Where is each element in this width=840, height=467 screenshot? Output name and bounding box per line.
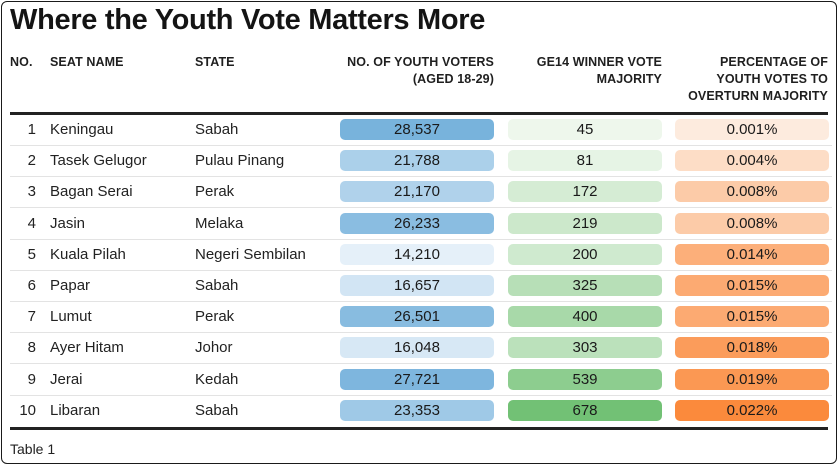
row-number: 10 <box>19 401 36 419</box>
header-youth-voters: NO. OF YOUTH VOTERS (AGED 18-29) <box>310 54 494 88</box>
row-divider <box>10 238 832 240</box>
state-name: Perak <box>195 308 235 326</box>
row-divider <box>10 363 832 365</box>
row-divider <box>10 394 832 396</box>
majority-cell: 172 <box>508 181 662 203</box>
state-name: Sabah <box>195 121 239 138</box>
seat-name: Tasek Gelugor <box>50 152 147 170</box>
youth-voters-cell: 26,501 <box>340 306 494 328</box>
page-title: Where the Youth Vote Matters More <box>10 4 486 36</box>
youth-voters-cell: 23,353 <box>340 399 494 421</box>
header-seat-name: SEAT NAME <box>50 55 124 69</box>
majority-cell: 81 <box>508 150 662 172</box>
percentage-cell: 0.014% <box>675 243 829 265</box>
state-name: Kedah <box>195 370 239 388</box>
state-name: Sabah <box>195 277 239 294</box>
majority-cell: 539 <box>508 368 662 390</box>
seat-name: Kuala Pilah <box>50 245 126 263</box>
majority-cell: 200 <box>508 243 662 265</box>
percentage-cell: 0.004% <box>675 150 829 172</box>
youth-voters-cell: 21,170 <box>340 181 494 203</box>
majority-cell: 45 <box>508 119 662 140</box>
row-divider <box>10 301 832 302</box>
row-number: 5 <box>27 245 36 263</box>
row-number: 1 <box>27 121 36 138</box>
row-number: 9 <box>27 370 36 388</box>
majority-cell: 325 <box>508 275 662 296</box>
percentage-cell: 0.022% <box>675 399 829 421</box>
state-name: Perak <box>195 183 235 201</box>
state-name: Negeri Sembilan <box>195 245 306 263</box>
header-youth-voters-line2: (AGED 18-29) <box>412 72 494 86</box>
footer-rule <box>10 427 828 430</box>
row-divider <box>10 207 832 209</box>
table-caption: Table 1 <box>10 441 56 457</box>
row-number: 7 <box>27 308 36 326</box>
percentage-cell: 0.015% <box>675 306 829 328</box>
youth-voters-cell: 26,233 <box>340 212 494 234</box>
youth-voters-cell: 14,210 <box>340 243 494 265</box>
seat-name: Papar <box>50 277 91 294</box>
state-name: Melaka <box>195 214 244 232</box>
majority-cell: 303 <box>508 337 662 359</box>
seat-name: Libaran <box>50 401 101 419</box>
row-divider <box>10 269 832 271</box>
row-number: 8 <box>27 339 36 357</box>
state-name: Johor <box>195 339 233 357</box>
percentage-cell: 0.015% <box>675 275 829 296</box>
seat-name: Lumut <box>50 308 92 326</box>
row-number: 3 <box>27 183 36 201</box>
seat-name: Bagan Serai <box>50 183 133 201</box>
youth-voters-cell: 28,537 <box>340 119 494 140</box>
header-percentage: PERCENTAGE OF YOUTH VOTES TO OVERTURN MA… <box>660 54 828 105</box>
state-name: Pulau Pinang <box>195 152 285 170</box>
header-winner-majority-line1: GE14 WINNER VOTE <box>536 55 662 69</box>
header-no: NO. <box>10 55 33 69</box>
majority-cell: 219 <box>508 212 662 234</box>
seat-name: Jerai <box>50 370 83 388</box>
header-winner-majority: GE14 WINNER VOTE MAJORITY <box>500 54 662 88</box>
row-number: 2 <box>27 152 36 170</box>
percentage-cell: 0.019% <box>675 368 829 390</box>
header-state: STATE <box>195 55 235 69</box>
header-youth-voters-line1: NO. OF YOUTH VOTERS <box>347 55 494 69</box>
header-percentage-line1: PERCENTAGE OF <box>719 55 828 69</box>
row-divider <box>10 176 832 178</box>
seat-name: Jasin <box>50 214 86 232</box>
header-winner-majority-line2: MAJORITY <box>596 72 662 86</box>
header-percentage-line3: OVERTURN MAJORITY <box>688 89 828 103</box>
youth-voters-cell: 16,657 <box>340 275 494 296</box>
seat-name: Keningau <box>50 121 114 138</box>
majority-cell: 400 <box>508 306 662 328</box>
youth-voters-cell: 16,048 <box>340 337 494 359</box>
row-divider <box>10 145 832 146</box>
header-rule <box>10 112 828 115</box>
row-divider <box>10 332 832 334</box>
row-number: 6 <box>27 277 36 294</box>
row-number: 4 <box>27 214 36 232</box>
majority-cell: 678 <box>508 399 662 421</box>
percentage-cell: 0.008% <box>675 212 829 234</box>
seat-name: Ayer Hitam <box>50 339 124 357</box>
percentage-cell: 0.001% <box>675 119 829 140</box>
header-percentage-line2: YOUTH VOTES TO <box>716 72 828 86</box>
youth-voters-cell: 21,788 <box>340 150 494 172</box>
percentage-cell: 0.008% <box>675 181 829 203</box>
percentage-cell: 0.018% <box>675 337 829 359</box>
state-name: Sabah <box>195 401 239 419</box>
youth-voters-cell: 27,721 <box>340 368 494 390</box>
